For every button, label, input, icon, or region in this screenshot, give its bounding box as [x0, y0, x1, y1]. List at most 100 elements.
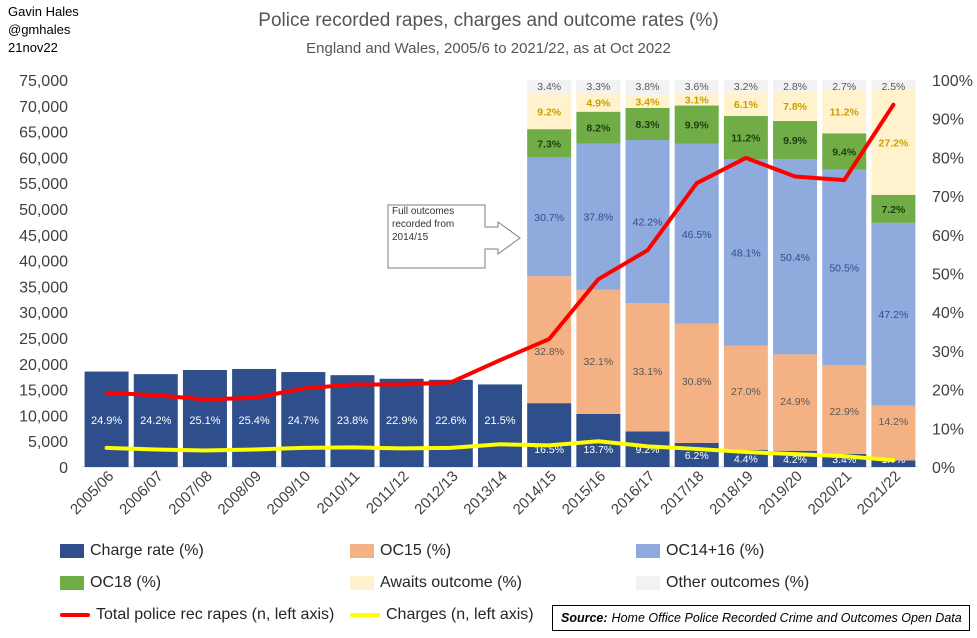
data-label-oc18: 9.9%	[783, 135, 808, 147]
left-axis-tick-label: 75,000	[19, 73, 68, 90]
bar-segment-oc15	[871, 405, 916, 461]
bar-segment-oc14-16	[871, 222, 916, 406]
legend-label-oc18: OC18 (%)	[90, 574, 162, 591]
legend-line-total	[60, 613, 90, 617]
bar-charge-rate	[478, 384, 522, 467]
left-axis-tick-label: 60,000	[19, 150, 68, 167]
data-label-charge-rate: 22.9%	[386, 415, 417, 427]
data-label-oc14-16: 42.2%	[633, 217, 663, 229]
bar-segment-other	[527, 80, 572, 94]
right-axis-tick-label: 80%	[932, 150, 964, 167]
data-label-oc15: 22.9%	[829, 406, 859, 418]
bar-segment-other	[822, 80, 867, 91]
bar-segment-oc15	[625, 303, 670, 432]
data-label-oc18: 9.4%	[832, 147, 857, 159]
data-label-charge-rate: 25.1%	[189, 415, 220, 427]
author-handle: @gmhales	[8, 22, 71, 37]
legend-swatch-other	[636, 576, 660, 590]
legend-item-oc14-16: OC14+16 (%)	[636, 542, 764, 560]
bar-segment-oc14-16	[822, 169, 867, 366]
x-axis-tick-label: 2009/10	[264, 468, 314, 518]
bar-segment-oc14-16	[527, 157, 572, 277]
left-axis-tick-label: 20,000	[19, 357, 68, 374]
bar-segment-awaits	[822, 90, 867, 134]
data-label-oc15: 30.8%	[682, 376, 712, 388]
data-label-oc18: 9.9%	[685, 120, 710, 132]
chart-subtitle: England and Wales, 2005/6 to 2021/22, as…	[306, 40, 671, 57]
x-axis-tick-label: 2020/21	[805, 468, 855, 518]
left-axis-tick-label: 40,000	[19, 254, 68, 271]
left-axis-tick-label: 30,000	[19, 305, 68, 322]
bar-segment-other	[576, 80, 621, 93]
data-label-oc15: 33.1%	[633, 366, 663, 378]
legend-item-awaits: Awaits outcome (%)	[350, 574, 522, 592]
bar-segment-oc18	[527, 129, 572, 158]
left-axis-tick-label: 10,000	[19, 408, 68, 425]
bar-segment-oc18	[822, 133, 867, 170]
legend-item-charge-rate: Charge rate (%)	[60, 542, 204, 560]
data-label-oc14-16: 46.5%	[682, 229, 712, 241]
x-axis-tick-label: 2005/06	[67, 468, 117, 518]
x-axis-tick-label: 2018/19	[706, 468, 756, 518]
right-axis-tick-label: 40%	[932, 305, 964, 322]
data-label-oc15: 27.0%	[731, 386, 761, 398]
data-label-oc14-16: 50.5%	[829, 263, 859, 275]
x-axis-tick-label: 2015/16	[559, 468, 609, 518]
legend-swatch-oc15	[350, 544, 374, 558]
right-axis-tick-label: 90%	[932, 112, 964, 129]
x-axis-tick-label: 2013/14	[460, 468, 510, 518]
right-axis-tick-label: 0%	[932, 460, 955, 477]
data-label-awaits: 27.2%	[879, 137, 909, 149]
bar-segment-oc15	[674, 323, 719, 444]
legend-label-charges: Charges (n, left axis)	[386, 606, 534, 623]
left-axis-tick-label: 70,000	[19, 99, 68, 116]
legend-item-oc18: OC18 (%)	[60, 574, 161, 592]
bar-segment-awaits	[773, 90, 818, 122]
legend-swatch-oc18	[60, 576, 84, 590]
line-total	[104, 102, 896, 402]
bar-segment-oc15	[773, 354, 818, 451]
data-label-awaits: 3.4%	[636, 96, 661, 108]
left-axis-tick-label: 50,000	[19, 202, 68, 219]
data-label-oc14-16: 48.1%	[731, 247, 761, 259]
legend-label-other: Other outcomes (%)	[666, 574, 810, 591]
data-label-oc15: 32.1%	[583, 356, 613, 368]
line-charges	[104, 439, 896, 463]
left-axis-tick-label: 0	[59, 460, 68, 477]
right-axis-tick-label: 70%	[932, 189, 964, 206]
data-label-other: 3.8%	[636, 81, 660, 93]
data-label-oc18: 8.2%	[586, 123, 611, 135]
right-axis-tick-label: 10%	[932, 421, 964, 438]
legend-label-awaits: Awaits outcome (%)	[380, 574, 522, 591]
x-axis-tick-label: 2007/08	[165, 468, 215, 518]
chart-title: Police recorded rapes, charges and outco…	[258, 10, 719, 31]
data-label-other: 2.7%	[832, 81, 856, 93]
bar-segment-other	[871, 80, 916, 90]
bar-charge-rate	[84, 371, 129, 467]
bar-segment-awaits	[527, 93, 572, 130]
data-label-charge-rate: 24.9%	[91, 415, 122, 427]
bar-segment-oc18	[773, 121, 818, 160]
bar-segment-charge-rate	[871, 460, 916, 467]
legend-swatch-oc14-16	[636, 544, 660, 558]
bar-segment-oc18	[871, 194, 916, 223]
legend-label-charge-rate: Charge rate (%)	[90, 542, 204, 559]
data-label-charge-rate: 24.7%	[288, 415, 319, 427]
data-label-other: 3.3%	[586, 81, 610, 93]
source-text: Home Office Police Recorded Crime and Ou…	[611, 611, 962, 625]
legend-item-oc15: OC15 (%)	[350, 542, 451, 560]
left-axis-tick-label: 35,000	[19, 279, 68, 296]
legend-item-other: Other outcomes (%)	[636, 574, 809, 592]
right-axis-tick-label: 50%	[932, 267, 964, 284]
callout-text: Full outcomes recorded from 2014/15	[392, 206, 455, 243]
data-label-charge-rate: 21.5%	[484, 415, 515, 427]
bar-segment-other	[723, 80, 768, 93]
right-axis-tick-label: 100%	[932, 73, 973, 90]
source-box: Source: Home Office Police Recorded Crim…	[552, 605, 970, 631]
bar-segment-charge-rate	[527, 403, 572, 467]
x-axis-tick-label: 2011/12	[363, 468, 413, 518]
data-label-charge-rate: 25.4%	[239, 415, 270, 427]
left-axis-tick-label: 5,000	[28, 434, 68, 451]
bar-segment-oc18	[723, 115, 768, 160]
